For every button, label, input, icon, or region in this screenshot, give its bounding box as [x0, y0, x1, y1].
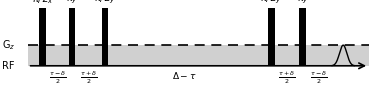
Text: RF: RF	[2, 61, 14, 71]
Bar	[268, 8, 275, 66]
Text: $\pi_y$: $\pi_y$	[66, 0, 78, 6]
Text: $\frac{\tau-\delta}{2}$: $\frac{\tau-\delta}{2}$	[310, 70, 327, 86]
Bar	[69, 8, 75, 66]
Bar	[102, 8, 108, 66]
Bar	[299, 8, 306, 66]
Bar	[39, 8, 46, 66]
Text: $\frac{\tau+\delta}{2}$: $\frac{\tau+\delta}{2}$	[278, 70, 296, 86]
Text: $\pi/2_y$: $\pi/2_y$	[94, 0, 116, 6]
Text: $\pi/2_y$: $\pi/2_y$	[261, 0, 282, 6]
Text: G$_z$: G$_z$	[2, 38, 15, 52]
Text: $\Delta-\tau$: $\Delta-\tau$	[172, 70, 197, 81]
Text: $\frac{\tau+\delta}{2}$: $\frac{\tau+\delta}{2}$	[80, 70, 97, 86]
Text: $\frac{\tau-\delta}{2}$: $\frac{\tau-\delta}{2}$	[48, 70, 66, 86]
Bar	[28, 45, 369, 66]
Text: $\pi/2_x$: $\pi/2_x$	[32, 0, 53, 6]
Text: $\pi_y$: $\pi_y$	[297, 0, 308, 6]
